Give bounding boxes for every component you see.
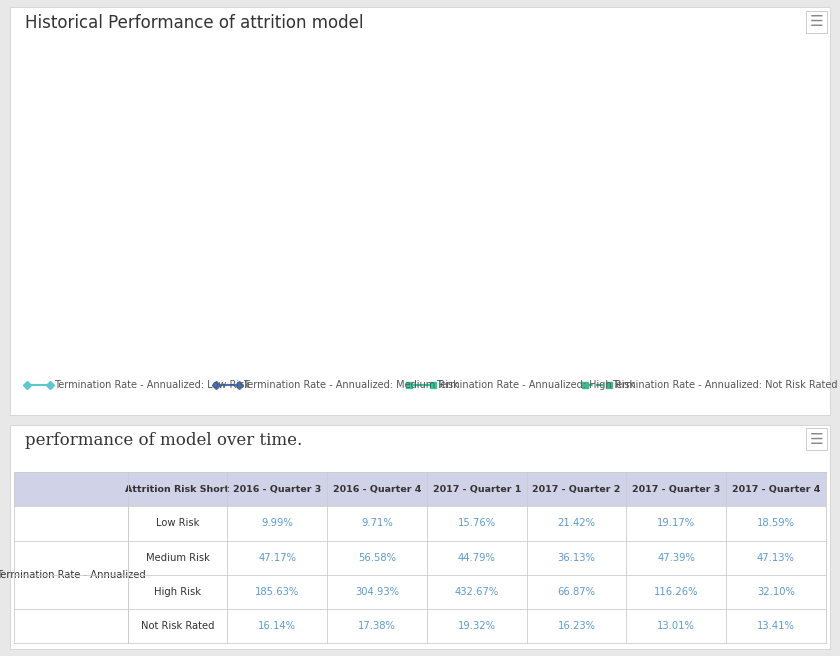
Text: 36.13%: 36.13%: [580, 317, 617, 327]
Text: 47.13%: 47.13%: [757, 552, 795, 563]
Text: Termination Rate - Annualized: Medium Risk: Termination Rate - Annualized: Medium Ri…: [243, 380, 459, 390]
Text: 304.93%: 304.93%: [355, 586, 399, 597]
Text: Termination Rate - Annualized: Termination Rate - Annualized: [0, 569, 146, 580]
Text: Historical Performance of attrition model: Historical Performance of attrition mode…: [25, 14, 364, 32]
Text: Termination Rate - Annualized: Low Risk: Termination Rate - Annualized: Low Risk: [54, 380, 249, 390]
Text: 44.79%: 44.79%: [458, 552, 496, 563]
Text: 9.71%: 9.71%: [270, 332, 302, 342]
Text: 19.17%: 19.17%: [657, 518, 696, 529]
Text: 2017 - Quarter 3: 2017 - Quarter 3: [632, 485, 720, 494]
Text: 2017 - Quarter 2: 2017 - Quarter 2: [533, 485, 621, 494]
Text: 16.14%: 16.14%: [258, 621, 297, 631]
Text: performance of model over time.: performance of model over time.: [25, 432, 302, 449]
Text: 9.99%: 9.99%: [261, 518, 293, 529]
Text: 36.13%: 36.13%: [558, 552, 596, 563]
Text: 2016 - Quarter 3: 2016 - Quarter 3: [234, 485, 322, 494]
Text: High Risk: High Risk: [154, 586, 201, 597]
Text: 18.59%: 18.59%: [757, 518, 795, 529]
Text: 47.17%: 47.17%: [258, 552, 297, 563]
Text: 432.67%: 432.67%: [421, 91, 464, 101]
Text: 47.17%: 47.17%: [111, 310, 148, 320]
Text: 47.39%: 47.39%: [737, 310, 773, 320]
Text: 2017 - Quarter 4: 2017 - Quarter 4: [732, 485, 820, 494]
Text: 17.38%: 17.38%: [358, 621, 396, 631]
Text: Not Risk Rated: Not Risk Rated: [141, 621, 214, 631]
Text: ☰: ☰: [810, 432, 823, 447]
Text: Low Risk: Low Risk: [156, 518, 199, 529]
Text: 2017 - Quarter 1: 2017 - Quarter 1: [433, 485, 521, 494]
Text: Attrition Risk Short: Attrition Risk Short: [125, 485, 229, 494]
Text: 185.63%: 185.63%: [255, 586, 299, 597]
Text: 16.23%: 16.23%: [558, 621, 596, 631]
Text: ☰: ☰: [810, 14, 823, 30]
Text: 56.58%: 56.58%: [268, 305, 304, 315]
Text: Medium Risk: Medium Risk: [145, 552, 209, 563]
Text: 15.76%: 15.76%: [458, 518, 496, 529]
Text: 13.01%: 13.01%: [657, 621, 695, 631]
Text: 304.93%: 304.93%: [265, 164, 307, 174]
Text: 9.71%: 9.71%: [361, 518, 393, 529]
Text: 2016 - Quarter 4: 2016 - Quarter 4: [333, 485, 421, 494]
Text: 66.87%: 66.87%: [580, 299, 617, 309]
Text: 32.10%: 32.10%: [757, 586, 795, 597]
Text: 66.87%: 66.87%: [558, 586, 596, 597]
Text: Termination Rate - Annualized: Not Risk Rated: Termination Rate - Annualized: Not Risk …: [612, 380, 837, 390]
Text: 21.42%: 21.42%: [580, 325, 617, 335]
Text: 56.58%: 56.58%: [358, 552, 396, 563]
Text: 185.63%: 185.63%: [108, 232, 151, 241]
Text: 116.26%: 116.26%: [733, 271, 776, 281]
Text: 432.67%: 432.67%: [454, 586, 499, 597]
Text: 9.99%: 9.99%: [114, 331, 145, 342]
Text: 44.79%: 44.79%: [424, 312, 460, 321]
Text: 21.42%: 21.42%: [558, 518, 596, 529]
Text: Termination Rate - Annualized: High Risk: Termination Rate - Annualized: High Risk: [436, 380, 635, 390]
Text: 15.76%: 15.76%: [424, 328, 460, 338]
Text: 47.39%: 47.39%: [657, 552, 695, 563]
Text: 13.41%: 13.41%: [757, 621, 795, 631]
Text: 116.26%: 116.26%: [654, 586, 698, 597]
Text: 19.32%: 19.32%: [458, 621, 496, 631]
Text: 19.17%: 19.17%: [737, 326, 773, 337]
